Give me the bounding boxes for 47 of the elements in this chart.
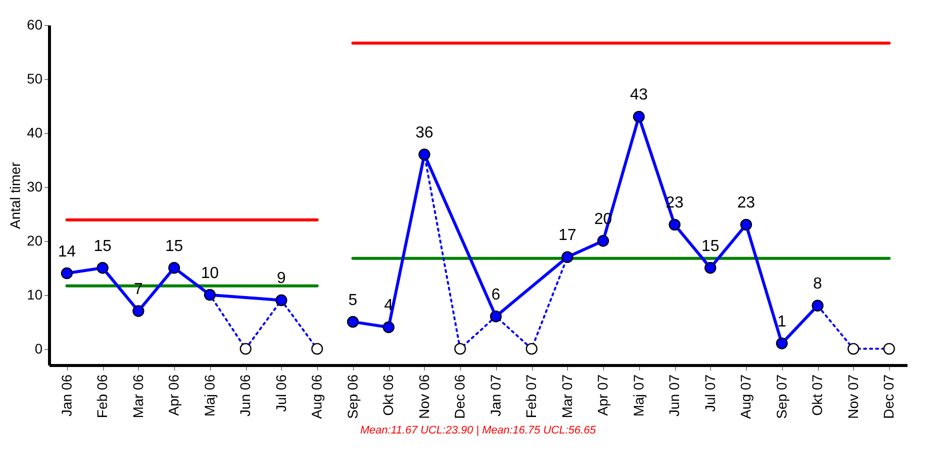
data-label: 23 (737, 194, 756, 212)
x-tick-label: Jun 06 (237, 374, 254, 417)
data-label: 43 (630, 86, 648, 104)
y-axis-title: Antal timer (6, 162, 23, 229)
x-tick-label: Nov 07 (844, 374, 861, 419)
y-tick-label: 10 (26, 286, 43, 302)
y-tick-label: 50 (26, 70, 43, 86)
data-label: 15 (701, 238, 720, 255)
x-tick-label: Okt 07 (809, 374, 826, 416)
data-label: 14 (58, 243, 76, 260)
y-tick-label: 0 (34, 340, 43, 356)
x-tick-label: Maj 07 (630, 374, 646, 417)
x-tick-label: Apr 06 (166, 374, 182, 416)
y-tick-label: 20 (26, 232, 43, 248)
x-tick-label: Dec 06 (452, 374, 468, 419)
data-label: 10 (200, 264, 219, 282)
x-tick-label: Jan 06 (58, 374, 74, 417)
data-label: 17 (558, 227, 576, 244)
x-tick-label: Okt 06 (380, 374, 396, 416)
x-tick-label: Jan 07 (487, 374, 504, 417)
data-label: 8 (813, 276, 822, 293)
y-tick-label: 30 (26, 178, 43, 194)
data-label: 1 (777, 313, 786, 330)
x-tick-label: Jul 07 (702, 374, 718, 412)
y-tick-label: 40 (26, 124, 43, 140)
x-tick-label: Feb 07 (523, 374, 540, 418)
x-tick-label: Jul 06 (272, 374, 289, 412)
x-tick-label: Maj 06 (201, 374, 218, 417)
data-label: 9 (276, 270, 286, 288)
x-tick-label: Mar 06 (130, 374, 146, 418)
data-label: 15 (94, 238, 112, 255)
x-tick-label: Sep 06 (344, 374, 360, 419)
x-tick-label: Dec 07 (880, 374, 897, 419)
x-tick-label: Feb 06 (94, 374, 110, 418)
data-label: 5 (348, 292, 358, 309)
x-tick-label: Jun 07 (666, 374, 682, 417)
text: Mean:11.67 UCL:23.90 | Mean:16.75 UCL:56.65 (360, 424, 597, 436)
data-label: 6 (491, 286, 500, 304)
x-tick-label: Mar 07 (558, 374, 575, 418)
data-label: 36 (415, 124, 434, 142)
data-label: 15 (165, 238, 184, 255)
x-tick-label: Aug 07 (738, 374, 754, 419)
y-tick-label: 60 (26, 16, 43, 32)
x-tick-label: Apr 07 (594, 374, 611, 416)
x-tick-label: Nov 06 (416, 374, 432, 419)
x-tick-label: Aug 06 (308, 374, 325, 419)
x-tick-label: Sep 07 (773, 374, 790, 419)
